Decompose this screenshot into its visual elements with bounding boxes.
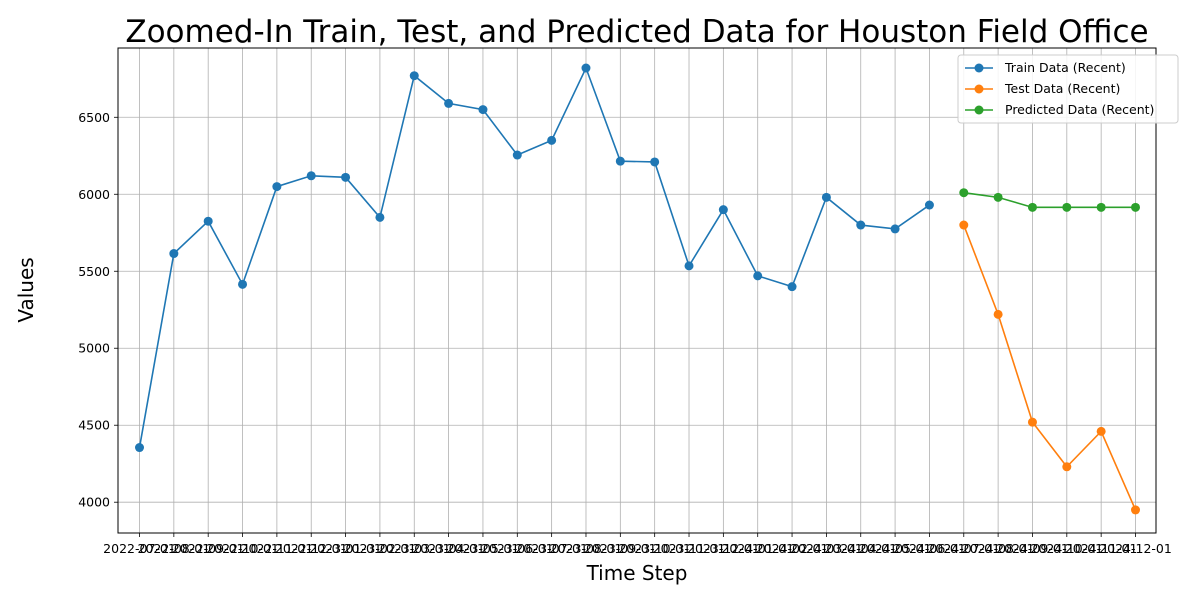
plot-area-frame bbox=[117, 47, 1157, 534]
x-axis-ticks: 2022-07-012022-08-012022-09-012022-10-01… bbox=[103, 533, 1172, 556]
y-tick-label: 5500 bbox=[78, 264, 110, 279]
legend-label-predicted: Predicted Data (Recent) bbox=[1005, 102, 1154, 117]
x-tick-label: 2024-04-01 bbox=[824, 541, 897, 556]
data-point-series-2 bbox=[959, 188, 969, 198]
x-tick-label: 2024-10-01 bbox=[1030, 541, 1103, 556]
data-point-series-2 bbox=[1131, 202, 1140, 212]
x-tick-label: 2022-12-01 bbox=[275, 541, 348, 556]
data-point-series-0 bbox=[684, 261, 694, 271]
x-tick-label: 2024-12-01 bbox=[1099, 541, 1172, 556]
legend: Train Data (Recent) Test Data (Recent) P… bbox=[957, 54, 1179, 124]
data-point-series-0 bbox=[306, 171, 316, 181]
data-point-series-1 bbox=[1062, 462, 1072, 472]
x-tick-label: 2023-10-01 bbox=[618, 541, 691, 556]
legend-item-predicted: Predicted Data (Recent) bbox=[965, 102, 1154, 117]
y-tick-label: 6000 bbox=[78, 187, 110, 202]
x-tick-label: 2024-11-01 bbox=[1065, 541, 1138, 556]
data-point-series-2 bbox=[1096, 202, 1106, 212]
y-tick-label: 4500 bbox=[78, 418, 110, 433]
x-tick-label: 2023-06-01 bbox=[481, 541, 554, 556]
series-line-1 bbox=[963, 224, 1137, 511]
x-tick-label: 2023-12-01 bbox=[687, 541, 760, 556]
x-tick-label: 2024-05-01 bbox=[859, 541, 932, 556]
x-tick-label: 2024-01-01 bbox=[721, 541, 794, 556]
y-tick-label: 6500 bbox=[78, 110, 110, 125]
x-tick-label: 2023-01-01 bbox=[309, 541, 382, 556]
x-tick-label: 2023-02-01 bbox=[344, 541, 417, 556]
series-lines bbox=[135, 63, 1140, 515]
series-line-2 bbox=[963, 191, 1136, 209]
data-point-series-0 bbox=[856, 220, 866, 230]
legend-label-train: Train Data (Recent) bbox=[1004, 60, 1126, 75]
x-tick-label: 2024-03-01 bbox=[790, 541, 863, 556]
data-point-series-2 bbox=[1027, 202, 1037, 212]
x-tick-label: 2022-10-01 bbox=[206, 541, 279, 556]
data-point-series-0 bbox=[890, 224, 900, 234]
data-point-series-0 bbox=[444, 98, 454, 108]
legend-item-train: Train Data (Recent) bbox=[965, 60, 1126, 75]
x-tick-label: 2022-08-01 bbox=[138, 541, 211, 556]
data-point-series-1 bbox=[1027, 417, 1037, 427]
y-tick-label: 4000 bbox=[78, 495, 110, 510]
x-tick-label: 2024-06-01 bbox=[893, 541, 966, 556]
y-axis-label: Values bbox=[14, 257, 38, 322]
series-line-0 bbox=[138, 65, 930, 448]
x-tick-label: 2023-08-01 bbox=[550, 541, 623, 556]
data-point-series-0 bbox=[238, 279, 248, 289]
x-tick-label: 2023-09-01 bbox=[584, 541, 657, 556]
data-point-series-2 bbox=[993, 192, 1003, 202]
legend-marker-predicted bbox=[974, 105, 984, 115]
x-tick-label: 2022-07-01 bbox=[103, 541, 176, 556]
data-point-series-0 bbox=[375, 212, 385, 222]
data-point-series-0 bbox=[135, 443, 144, 453]
data-point-series-0 bbox=[787, 282, 797, 292]
x-tick-label: 2024-09-01 bbox=[996, 541, 1069, 556]
y-tick-label: 5000 bbox=[78, 341, 110, 356]
y-axis-ticks: 4000 4500 5000 5500 6000 6500 bbox=[78, 110, 118, 510]
legend-label-test: Test Data (Recent) bbox=[1004, 81, 1120, 96]
x-tick-label: 2024-02-01 bbox=[756, 541, 829, 556]
data-point-series-0 bbox=[718, 205, 728, 215]
x-tick-label: 2023-11-01 bbox=[653, 541, 726, 556]
data-point-series-0 bbox=[203, 216, 213, 226]
data-point-series-0 bbox=[650, 157, 660, 167]
x-tick-label: 2024-07-01 bbox=[927, 541, 1000, 556]
data-point-series-1 bbox=[1131, 505, 1140, 515]
data-point-series-2 bbox=[1062, 202, 1072, 212]
data-point-series-0 bbox=[547, 135, 557, 145]
x-tick-label: 2023-05-01 bbox=[447, 541, 520, 556]
data-point-series-0 bbox=[581, 63, 591, 73]
data-point-series-0 bbox=[169, 249, 179, 259]
x-tick-label: 2022-11-01 bbox=[241, 541, 314, 556]
data-point-series-0 bbox=[478, 105, 488, 115]
chart-title: Zoomed-In Train, Test, and Predicted Dat… bbox=[125, 14, 1148, 50]
data-point-series-0 bbox=[409, 71, 419, 81]
data-point-series-0 bbox=[924, 200, 934, 210]
legend-marker-train bbox=[974, 63, 984, 73]
x-tick-label: 2023-04-01 bbox=[412, 541, 485, 556]
x-tick-label: 2022-09-01 bbox=[172, 541, 245, 556]
data-point-series-1 bbox=[959, 220, 969, 230]
x-tick-label: 2023-03-01 bbox=[378, 541, 451, 556]
data-point-series-0 bbox=[753, 271, 763, 281]
x-axis-label: Time Step bbox=[586, 561, 688, 585]
legend-box bbox=[957, 54, 1179, 124]
x-tick-label: 2024-08-01 bbox=[962, 541, 1035, 556]
legend-item-test: Test Data (Recent) bbox=[965, 81, 1120, 96]
data-point-series-1 bbox=[993, 309, 1003, 319]
data-point-series-0 bbox=[821, 192, 831, 202]
data-point-series-0 bbox=[615, 156, 625, 166]
x-tick-label: 2023-07-01 bbox=[515, 541, 588, 556]
data-point-series-0 bbox=[341, 172, 351, 182]
data-point-series-0 bbox=[272, 182, 282, 192]
legend-marker-test bbox=[974, 84, 984, 94]
data-point-series-0 bbox=[512, 150, 522, 160]
data-point-series-1 bbox=[1096, 426, 1106, 436]
